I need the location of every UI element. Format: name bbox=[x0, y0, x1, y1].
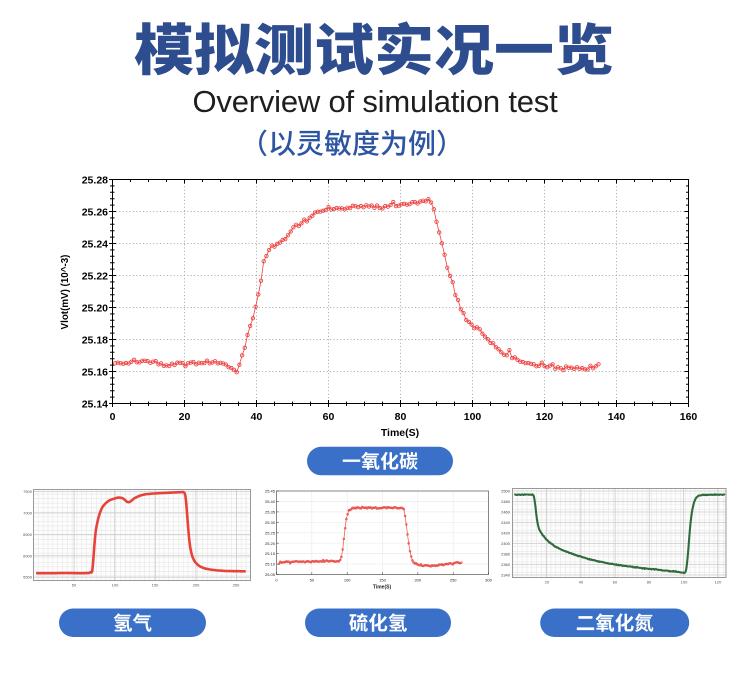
svg-text:6000: 6000 bbox=[23, 553, 33, 558]
svg-text:2440: 2440 bbox=[501, 520, 511, 525]
svg-text:25.05: 25.05 bbox=[265, 572, 276, 577]
svg-text:150: 150 bbox=[379, 578, 386, 583]
svg-text:80: 80 bbox=[395, 411, 407, 423]
svg-text:250: 250 bbox=[233, 583, 240, 588]
svg-text:50: 50 bbox=[310, 578, 315, 583]
svg-text:2400: 2400 bbox=[501, 541, 511, 546]
svg-text:2460: 2460 bbox=[501, 509, 511, 514]
svg-text:Time(S): Time(S) bbox=[381, 427, 419, 439]
svg-text:150: 150 bbox=[152, 583, 159, 588]
svg-text:25.20: 25.20 bbox=[265, 541, 276, 546]
svg-text:25.24: 25.24 bbox=[82, 239, 108, 251]
svg-text:40: 40 bbox=[579, 580, 584, 585]
svg-text:2380: 2380 bbox=[501, 551, 511, 556]
svg-text:40: 40 bbox=[251, 411, 263, 423]
svg-text:25.10: 25.10 bbox=[265, 562, 276, 567]
svg-text:25.40: 25.40 bbox=[265, 499, 276, 504]
svg-text:25.45: 25.45 bbox=[265, 489, 276, 494]
svg-text:2360: 2360 bbox=[501, 562, 511, 567]
svg-text:200: 200 bbox=[193, 583, 200, 588]
svg-text:2340: 2340 bbox=[501, 572, 511, 577]
svg-text:25.18: 25.18 bbox=[82, 335, 108, 347]
svg-text:100: 100 bbox=[681, 580, 688, 585]
svg-text:300: 300 bbox=[485, 578, 492, 583]
svg-text:25.28: 25.28 bbox=[82, 175, 108, 187]
svg-text:250: 250 bbox=[450, 578, 457, 583]
svg-text:20: 20 bbox=[545, 580, 550, 585]
svg-text:120: 120 bbox=[536, 411, 554, 423]
svg-text:0: 0 bbox=[275, 578, 278, 583]
svg-text:50: 50 bbox=[72, 583, 77, 588]
svg-text:20: 20 bbox=[179, 411, 191, 423]
svg-text:100: 100 bbox=[344, 578, 351, 583]
svg-text:0: 0 bbox=[110, 411, 116, 423]
svg-text:25.16: 25.16 bbox=[82, 367, 108, 379]
svg-text:160: 160 bbox=[680, 411, 698, 423]
svg-text:25.25: 25.25 bbox=[265, 530, 276, 535]
svg-text:200: 200 bbox=[414, 578, 421, 583]
svg-text:25.20: 25.20 bbox=[82, 303, 108, 315]
svg-text:Overview of simulation test: Overview of simulation test bbox=[192, 84, 558, 119]
svg-text:Vlot(mV) (10^-3): Vlot(mV) (10^-3) bbox=[60, 255, 71, 330]
svg-text:7500: 7500 bbox=[23, 489, 33, 494]
svg-text:120: 120 bbox=[715, 580, 722, 585]
svg-text:25.35: 25.35 bbox=[265, 510, 276, 515]
svg-text:2480: 2480 bbox=[501, 499, 511, 504]
svg-text:25.15: 25.15 bbox=[265, 551, 276, 556]
svg-text:100: 100 bbox=[464, 411, 482, 423]
svg-text:25.14: 25.14 bbox=[82, 399, 108, 411]
svg-text:25.30: 25.30 bbox=[265, 520, 276, 525]
svg-text:140: 140 bbox=[608, 411, 626, 423]
svg-text:60: 60 bbox=[613, 580, 618, 585]
svg-text:Time(S): Time(S) bbox=[373, 585, 392, 591]
svg-text:2420: 2420 bbox=[501, 530, 511, 535]
svg-text:80: 80 bbox=[647, 580, 652, 585]
svg-text:25.26: 25.26 bbox=[82, 207, 108, 219]
svg-text:60: 60 bbox=[323, 411, 335, 423]
svg-text:5500: 5500 bbox=[23, 575, 33, 580]
svg-text:6500: 6500 bbox=[23, 532, 33, 537]
svg-text:100: 100 bbox=[112, 583, 119, 588]
svg-text:25.22: 25.22 bbox=[82, 271, 108, 283]
svg-text:2500: 2500 bbox=[501, 488, 511, 493]
svg-text:7000: 7000 bbox=[23, 511, 33, 516]
